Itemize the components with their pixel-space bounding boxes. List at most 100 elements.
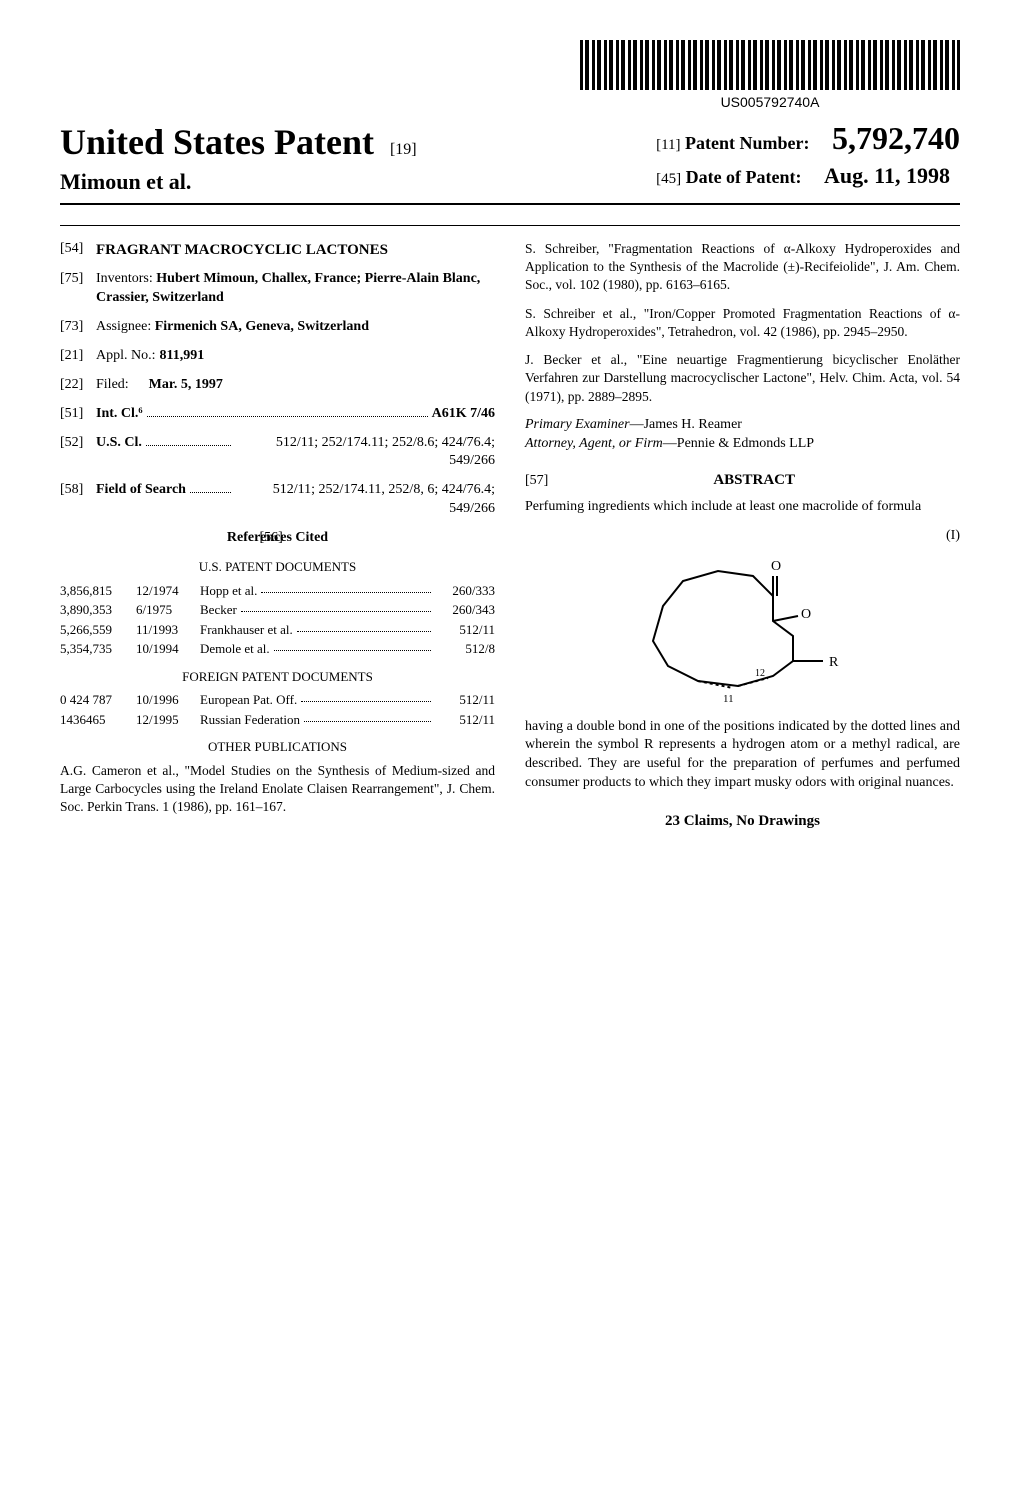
foreign-docs-list: 0 424 78710/1996European Pat. Off.512/11… <box>60 691 495 728</box>
o-label-1: O <box>771 559 781 574</box>
doc-ref: Hopp et al. <box>200 582 435 600</box>
attorney-line: Attorney, Agent, or Firm—Pennie & Edmond… <box>525 435 960 454</box>
sequence-number: [19] <box>390 141 417 158</box>
doc-date: 10/1994 <box>136 640 200 658</box>
publication-4: J. Becker et al., "Eine neuartige Fragme… <box>525 351 960 406</box>
abstract-pre: Perfuming ingredients which include at l… <box>525 498 960 517</box>
doc-number: 3,856,815 <box>60 582 136 600</box>
patent-number-bracket: [11] <box>656 137 680 153</box>
barcode-graphic <box>580 40 960 90</box>
doc-date: 12/1995 <box>136 711 200 729</box>
field-21: [21] Appl. No.: 811,991 <box>60 347 495 366</box>
barcode-text: US005792740A <box>580 94 960 110</box>
doc-row: 143646512/1995Russian Federation512/11 <box>60 711 495 729</box>
inventors-value: Hubert Mimoun, Challex, France; Pierre-A… <box>96 271 480 305</box>
doc-class: 512/8 <box>435 640 495 658</box>
doc-class: 260/343 <box>435 601 495 619</box>
field-52: [52] U.S. Cl. 512/11; 252/174.11; 252/8.… <box>60 434 495 472</box>
doc-ref: European Pat. Off. <box>200 691 435 709</box>
main-title: United States Patent <box>60 122 374 162</box>
columns: [54] FRAGRANT MACROCYCLIC LACTONES [75] … <box>60 225 960 831</box>
doc-date: 6/1975 <box>136 601 200 619</box>
doc-class: 512/11 <box>435 621 495 639</box>
fos-value: 512/11; 252/174.11, 252/8, 6; 424/76.4; … <box>235 481 495 519</box>
left-column: [54] FRAGRANT MACROCYCLIC LACTONES [75] … <box>60 240 495 831</box>
field-54: [54] FRAGRANT MACROCYCLIC LACTONES <box>60 240 495 260</box>
abstract-heading: ABSTRACT <box>548 470 960 490</box>
field-num: [75] <box>60 270 96 308</box>
field-num: [58] <box>60 481 96 500</box>
field-56: [56] References Cited <box>60 529 495 548</box>
doc-class: 260/333 <box>435 582 495 600</box>
publication-3: S. Schreiber et al., "Iron/Copper Promot… <box>525 305 960 341</box>
doc-row: 0 424 78710/1996European Pat. Off.512/11 <box>60 691 495 709</box>
doc-number: 0 424 787 <box>60 691 136 709</box>
doc-date: 11/1993 <box>136 621 200 639</box>
us-docs-heading: U.S. PATENT DOCUMENTS <box>60 558 495 576</box>
doc-class: 512/11 <box>435 711 495 729</box>
dotted-leader <box>146 435 231 446</box>
doc-date: 12/1974 <box>136 582 200 600</box>
fos-label: Field of Search <box>96 481 186 500</box>
intcl-value: A61K 7/46 <box>432 405 495 424</box>
foreign-docs-heading: FOREIGN PATENT DOCUMENTS <box>60 668 495 686</box>
uscl-value: 512/11; 252/174.11; 252/8.6; 424/76.4; 5… <box>235 434 495 472</box>
formula-marker: (I) <box>525 527 960 546</box>
publication-1: A.G. Cameron et al., "Model Studies on t… <box>60 762 495 817</box>
authors: Mimoun et al. <box>60 169 417 195</box>
field-58: [58] Field of Search 512/11; 252/174.11,… <box>60 481 495 519</box>
patent-number-value: 5,792,740 <box>832 120 960 156</box>
doc-row: 5,354,73510/1994Demole et al.512/8 <box>60 640 495 658</box>
field-num: [51] <box>60 405 96 424</box>
barcode-block: US005792740A <box>580 40 960 110</box>
field-num: [54] <box>60 240 96 260</box>
us-docs-list: 3,856,81512/1974Hopp et al.260/3333,890,… <box>60 582 495 658</box>
pos-12-label: 12 <box>755 668 765 679</box>
filed-label: Filed: <box>96 376 129 395</box>
date-label: Date of Patent: <box>686 167 802 187</box>
doc-number: 1436465 <box>60 711 136 729</box>
doc-row: 3,856,81512/1974Hopp et al.260/333 <box>60 582 495 600</box>
assignee-label: Assignee: <box>96 319 151 334</box>
field-num: [56] <box>260 529 296 548</box>
abstract-bracket: [57] <box>525 472 548 491</box>
appl-label: Appl. No.: <box>96 347 156 366</box>
field-num: [73] <box>60 318 96 337</box>
field-22: [22] Filed: Mar. 5, 1997 <box>60 376 495 395</box>
field-75: [75] Inventors: Hubert Mimoun, Challex, … <box>60 270 495 308</box>
attorney-value: —Pennie & Edmonds LLP <box>663 436 814 451</box>
abstract-post: having a double bond in one of the posit… <box>525 718 960 794</box>
field-num: [52] <box>60 434 96 453</box>
field-73: [73] Assignee: Firmenich SA, Geneva, Swi… <box>60 318 495 337</box>
doc-ref: Frankhauser et al. <box>200 621 435 639</box>
date-bracket: [45] <box>656 171 681 187</box>
other-pubs-heading: OTHER PUBLICATIONS <box>60 738 495 756</box>
right-column: S. Schreiber, "Fragmentation Reactions o… <box>525 240 960 831</box>
doc-ref: Demole et al. <box>200 640 435 658</box>
claims-line: 23 Claims, No Drawings <box>525 811 960 831</box>
examiner-line: Primary Examiner—James H. Reamer <box>525 416 960 435</box>
patent-info: [11] Patent Number: 5,792,740 [45] Date … <box>656 120 960 195</box>
title-block: United States Patent [19] Mimoun et al. <box>60 121 417 195</box>
doc-row: 5,266,55911/1993Frankhauser et al.512/11 <box>60 621 495 639</box>
doc-date: 10/1996 <box>136 691 200 709</box>
filed-value: Mar. 5, 1997 <box>149 376 223 395</box>
inventors-label: Inventors: <box>96 271 153 286</box>
doc-ref: Russian Federation <box>200 711 435 729</box>
n-label: 11 <box>723 693 734 705</box>
o-label-2: O <box>801 607 811 622</box>
field-51: [51] Int. Cl.⁶ A61K 7/46 <box>60 405 495 424</box>
patent-number-label: Patent Number: <box>685 133 809 153</box>
doc-ref: Becker <box>200 601 435 619</box>
header-row: United States Patent [19] Mimoun et al. … <box>60 120 960 205</box>
doc-number: 5,266,559 <box>60 621 136 639</box>
publication-2: S. Schreiber, "Fragmentation Reactions o… <box>525 240 960 295</box>
field-num: [21] <box>60 347 96 366</box>
dotted-leader <box>190 482 231 493</box>
appl-value: 811,991 <box>160 347 205 366</box>
doc-row: 3,890,3536/1975Becker260/343 <box>60 601 495 619</box>
dotted-leader <box>147 406 428 417</box>
doc-class: 512/11 <box>435 691 495 709</box>
doc-number: 3,890,353 <box>60 601 136 619</box>
r-label: R <box>829 655 839 670</box>
